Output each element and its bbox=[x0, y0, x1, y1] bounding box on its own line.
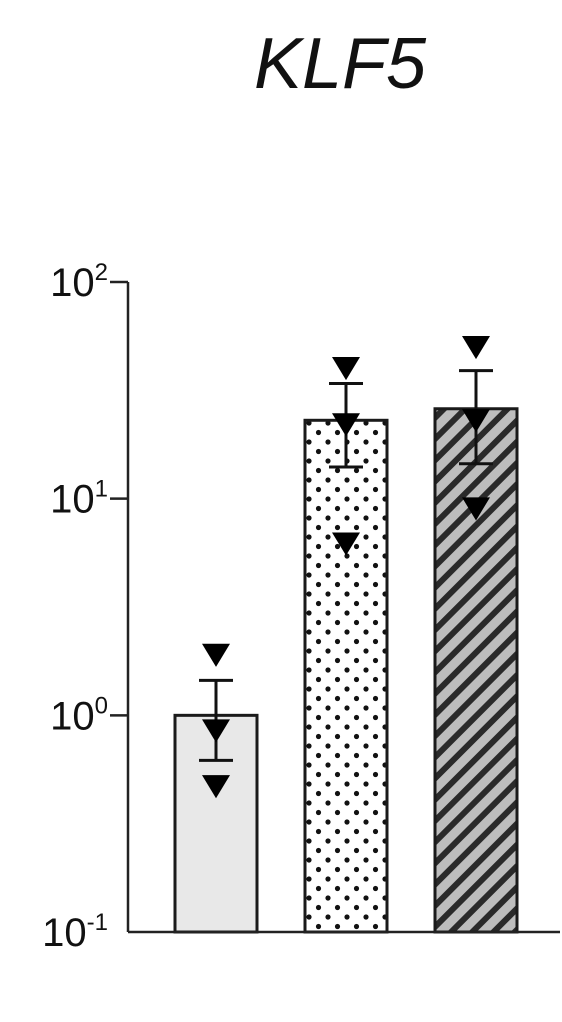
bars-group bbox=[173, 407, 519, 934]
y-tick-label-exponent: 1 bbox=[95, 476, 108, 503]
bar-2 bbox=[303, 418, 389, 934]
bar-3 bbox=[433, 407, 519, 934]
y-tick-label-base: 10 bbox=[50, 694, 95, 738]
data-point-3-1 bbox=[462, 336, 490, 360]
data-point-1-2 bbox=[202, 719, 230, 743]
y-tick-label-exponent: 2 bbox=[95, 259, 108, 286]
y-tick-label: 102 bbox=[50, 259, 108, 305]
chart-title: KLF5 bbox=[254, 24, 427, 104]
y-tick-label: 10-1 bbox=[42, 909, 108, 955]
y-tick-label-exponent: -1 bbox=[87, 909, 108, 936]
data-point-2-1 bbox=[332, 357, 360, 381]
y-tick-label-exponent: 0 bbox=[95, 692, 108, 719]
data-point-2-2 bbox=[332, 413, 360, 437]
data-point-3-3 bbox=[462, 497, 490, 521]
y-tick-label: 100 bbox=[50, 692, 108, 738]
y-tick-label-base: 10 bbox=[50, 478, 95, 522]
data-point-3-2 bbox=[462, 409, 490, 433]
data-point-1-3 bbox=[202, 775, 230, 799]
y-tick-label-base: 10 bbox=[42, 911, 87, 955]
data-point-2-3 bbox=[332, 532, 360, 556]
data-point-1-1 bbox=[202, 643, 230, 667]
data-points-group bbox=[202, 336, 490, 799]
y-tick-label: 101 bbox=[50, 476, 108, 522]
y-tick-label-base: 10 bbox=[50, 261, 95, 305]
